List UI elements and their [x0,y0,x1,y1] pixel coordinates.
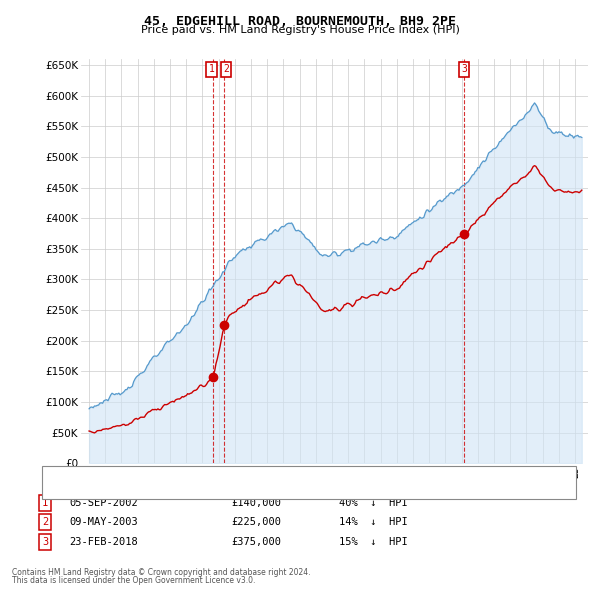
Text: £375,000: £375,000 [231,537,281,546]
Text: 1: 1 [42,498,48,507]
Text: 3: 3 [42,537,48,546]
Text: Contains HM Land Registry data © Crown copyright and database right 2024.: Contains HM Land Registry data © Crown c… [12,568,311,577]
Text: This data is licensed under the Open Government Licence v3.0.: This data is licensed under the Open Gov… [12,576,256,585]
Text: £225,000: £225,000 [231,517,281,527]
Text: 09-MAY-2003: 09-MAY-2003 [69,517,138,527]
Text: 2: 2 [223,64,229,74]
Text: 3: 3 [461,64,467,74]
Text: 45, EDGEHILL ROAD, BOURNEMOUTH, BH9 2PE (detached house): 45, EDGEHILL ROAD, BOURNEMOUTH, BH9 2PE … [83,470,412,480]
Text: ─────: ───── [51,470,85,480]
Text: 40%  ↓  HPI: 40% ↓ HPI [339,498,408,507]
Text: Price paid vs. HM Land Registry's House Price Index (HPI): Price paid vs. HM Land Registry's House … [140,25,460,35]
Text: 45, EDGEHILL ROAD, BOURNEMOUTH, BH9 2PE: 45, EDGEHILL ROAD, BOURNEMOUTH, BH9 2PE [144,15,456,28]
Text: 1: 1 [209,64,215,74]
Text: 14%  ↓  HPI: 14% ↓ HPI [339,517,408,527]
Text: HPI: Average price, detached house, Bournemouth Christchurch and Poole: HPI: Average price, detached house, Bour… [83,486,494,496]
Text: ─────: ───── [51,486,85,496]
Text: 05-SEP-2002: 05-SEP-2002 [69,498,138,507]
Text: 15%  ↓  HPI: 15% ↓ HPI [339,537,408,546]
Text: 2: 2 [42,517,48,527]
Text: £140,000: £140,000 [231,498,281,507]
Text: 23-FEB-2018: 23-FEB-2018 [69,537,138,546]
